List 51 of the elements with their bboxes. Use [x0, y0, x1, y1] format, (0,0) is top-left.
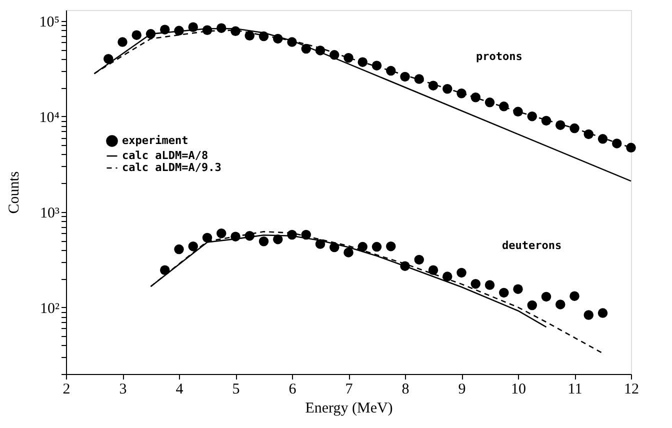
- point: [499, 288, 509, 298]
- point: [484, 280, 495, 290]
- y-tick-label: 10²: [40, 300, 60, 317]
- annotation: protons: [476, 50, 522, 63]
- point: [456, 268, 466, 278]
- point: [470, 278, 480, 289]
- point: [428, 265, 438, 275]
- x-tick-label: 4: [176, 382, 184, 398]
- x-tick-label: 10: [511, 382, 526, 398]
- x-tick-label: 9: [458, 382, 466, 398]
- point: [570, 291, 580, 301]
- y-tick-label: 10⁵: [39, 14, 60, 30]
- point: [344, 248, 354, 258]
- x-tick-label: 6: [288, 382, 297, 398]
- point: [372, 60, 382, 70]
- point: [556, 300, 566, 310]
- x-axis-title: Energy (MeV): [305, 400, 393, 416]
- point: [118, 37, 128, 47]
- point: [541, 292, 552, 302]
- point: [372, 242, 382, 252]
- point: [216, 228, 226, 238]
- point: [386, 241, 396, 252]
- x-tick-label: 7: [345, 382, 354, 398]
- point: [626, 142, 636, 153]
- y-axis-title: Counts: [6, 171, 22, 214]
- point: [414, 254, 424, 265]
- annotation: deuterons: [502, 239, 562, 252]
- point: [598, 134, 608, 144]
- point: [513, 284, 523, 294]
- y-tick-label: 10³: [40, 205, 60, 222]
- point: [273, 234, 283, 244]
- legend-label: calc aLDM=A/9.3: [122, 161, 222, 174]
- legend-label: calc aLDM=A/8: [122, 149, 208, 162]
- point: [188, 241, 198, 252]
- x-tick-label: 8: [402, 382, 410, 398]
- x-tick-label: 2: [62, 382, 70, 398]
- y-tick-label: 10⁴: [39, 110, 60, 126]
- legend-label: experiment: [122, 134, 188, 147]
- point: [598, 308, 608, 318]
- point: [570, 123, 580, 134]
- x-tick-label: 3: [119, 382, 127, 398]
- point: [258, 236, 269, 246]
- x-tick-label: 11: [568, 382, 582, 398]
- point: [527, 300, 537, 310]
- point: [584, 310, 594, 320]
- point: [484, 98, 495, 108]
- point: [400, 72, 410, 82]
- x-tick-label: 5: [232, 382, 240, 398]
- point: [132, 30, 142, 40]
- point: [174, 244, 184, 254]
- x-tick-label: 12: [624, 382, 639, 398]
